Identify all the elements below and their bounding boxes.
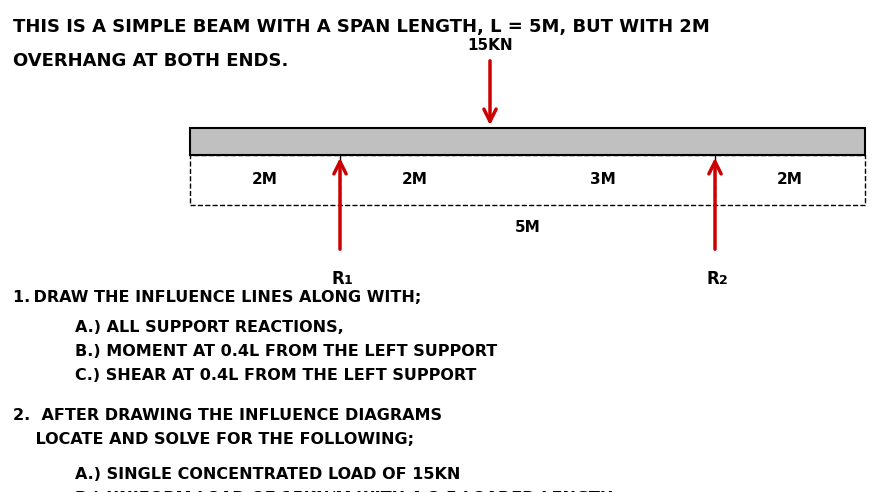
Text: 15KN: 15KN [467, 38, 513, 53]
Text: LOCATE AND SOLVE FOR THE FOLLOWING;: LOCATE AND SOLVE FOR THE FOLLOWING; [13, 432, 414, 447]
Text: B.) MOMENT AT 0.4L FROM THE LEFT SUPPORT: B.) MOMENT AT 0.4L FROM THE LEFT SUPPORT [75, 344, 497, 359]
Text: OVERHANG AT BOTH ENDS.: OVERHANG AT BOTH ENDS. [13, 52, 288, 70]
Text: C.) SHEAR AT 0.4L FROM THE LEFT SUPPORT: C.) SHEAR AT 0.4L FROM THE LEFT SUPPORT [75, 368, 476, 383]
Text: A.) ALL SUPPORT REACTIONS,: A.) ALL SUPPORT REACTIONS, [75, 320, 344, 335]
Text: B.) UNIFORM LOAD OF 15KN/M WITH A 2.5 LOADED LENGTH: B.) UNIFORM LOAD OF 15KN/M WITH A 2.5 LO… [75, 491, 613, 492]
Bar [190, 128, 865, 155]
Text: 1: 1 [344, 274, 353, 287]
Text: A.) SINGLE CONCENTRATED LOAD OF 15KN: A.) SINGLE CONCENTRATED LOAD OF 15KN [75, 467, 461, 482]
Text: THIS IS A SIMPLE BEAM WITH A SPAN LENGTH, L = 5M, BUT WITH 2M: THIS IS A SIMPLE BEAM WITH A SPAN LENGTH… [13, 18, 710, 36]
Text: R: R [706, 270, 720, 288]
Bar [190, 155, 865, 205]
Text: 3M: 3M [590, 173, 615, 187]
Text: 2.  AFTER DRAWING THE INFLUENCE DIAGRAMS: 2. AFTER DRAWING THE INFLUENCE DIAGRAMS [13, 408, 442, 423]
Text: R: R [332, 270, 345, 288]
Text: 2M: 2M [402, 173, 428, 187]
Text: 2M: 2M [777, 173, 803, 187]
Text: 1. DRAW THE INFLUENCE LINES ALONG WITH;: 1. DRAW THE INFLUENCE LINES ALONG WITH; [13, 290, 422, 305]
Text: 2: 2 [719, 274, 728, 287]
Text: 5M: 5M [514, 219, 540, 235]
Text: 2M: 2M [252, 173, 278, 187]
